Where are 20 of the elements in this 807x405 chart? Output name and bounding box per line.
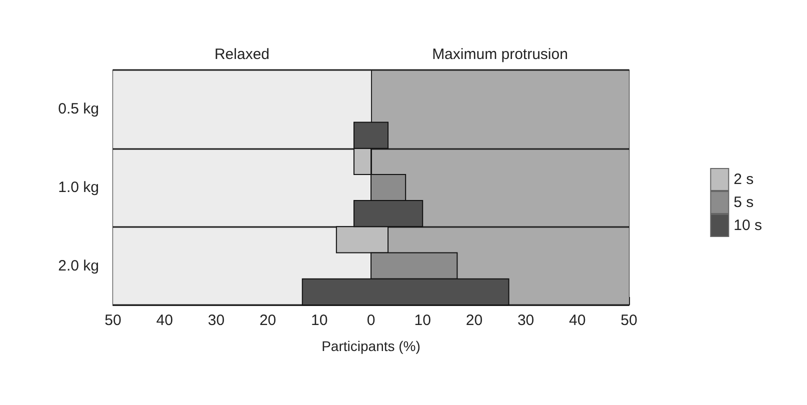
band-label: Relaxed (214, 46, 270, 63)
x-tick-label: 0 (366, 312, 376, 329)
x-tick-label: 20 (259, 312, 276, 329)
x-tick-label: 30 (208, 312, 225, 329)
legend-label: 2 s (734, 171, 754, 188)
x-axis-title: Participants (%) (322, 338, 420, 354)
band-label: Maximum protrusion (432, 46, 568, 63)
x-tick-label: 40 (569, 312, 586, 329)
x-tick-label: 50 (104, 312, 122, 329)
x-tick-label: 10 (414, 312, 431, 329)
y-tick-label: 0.5 kg (58, 100, 99, 118)
legend-label: 10 s (734, 217, 762, 234)
x-tick-label: 20 (466, 312, 483, 329)
y-tick-label: 2.0 kg (58, 257, 99, 274)
x-tick-label: 10 (311, 312, 328, 329)
legend-label: 5 s (734, 194, 754, 211)
x-tick-label: 50 (620, 312, 638, 329)
y-tick-label: 1.0 kg (58, 179, 99, 196)
x-tick-label: 40 (156, 312, 173, 329)
x-tick-label: 30 (517, 312, 534, 329)
